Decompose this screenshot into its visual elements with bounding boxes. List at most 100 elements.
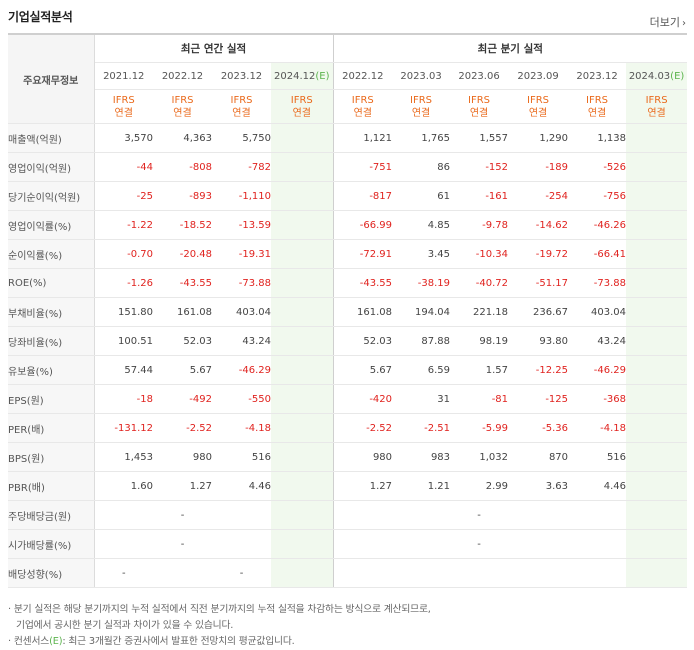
table-row: 부채비율(%) 151.80 161.08 403.04 161.08 194.04 221… [8,297,688,327]
footnote-2-post: : 최근 3개월간 증권사에서 발표한 전망치의 평균값입니다. [62,636,295,647]
value-cell: - [450,529,509,559]
value-cell [271,500,334,530]
value-cell [271,268,334,298]
value-cell [508,558,569,588]
footnote-1b: 기업에서 공시한 분기 실적과 차이가 있을 수 있습니다. [16,620,234,631]
value-cell [508,500,569,530]
metric-label: 영업이익률(%) [8,210,95,240]
period-label: 2023.06 [458,70,500,82]
value-cell: 5.67 [332,355,393,385]
value-cell: 100.51 [94,326,153,356]
value-cell: -492 [153,384,212,414]
ifrs-basis-header: IFRS 연결 [271,89,334,124]
period-label: 2022.12 [161,70,204,82]
consolidated-label: 연결 [232,107,251,119]
table-row: 유보율(%) 57.44 5.67 -46.29 5.67 6.59 1.57 -12.25-… [8,355,688,385]
value-cell: 1,765 [392,123,451,153]
value-cell [271,442,334,472]
table-row: 순이익률(%) -0.70 -20.48 -19.31 -72.91 3.45 -10.34… [8,239,688,269]
value-cell: 1,032 [450,442,509,472]
ifrs-label: IFRS [290,94,313,106]
metric-label: 주당배당금(원) [8,500,95,530]
value-cell: 516 [568,442,627,472]
value-cell [626,384,688,414]
value-cell: -0.70 [94,239,153,269]
metric-label: ROE(%) [8,268,95,298]
value-cell: - [94,558,153,588]
metric-label: PBR(배) [8,471,95,501]
value-cell: 980 [332,442,393,472]
value-cell [271,297,334,327]
value-cell: -131.12 [94,413,153,443]
value-cell: -46.26 [568,210,627,240]
value-cell: 93.80 [508,326,569,356]
value-cell: -1,110 [212,181,271,211]
value-cell: 98.19 [450,326,509,356]
value-cell: -893 [153,181,212,211]
quarter-group-header: 최근 분기 실적 [332,34,688,63]
ifrs-label: IFRS [645,94,668,106]
value-cell: -19.31 [212,239,271,269]
ifrs-row: IFRS 연결 IFRS 연결 IFRS 연결 IFRS 연결 IFRS 연결 IFRS 연결 IFRS… [8,89,688,124]
value-cell: 4.85 [392,210,451,240]
value-cell [568,558,627,588]
value-cell [271,152,334,182]
metric-label: 당기순이익(억원) [8,181,95,211]
value-cell [626,413,688,443]
value-cell: 403.04 [212,297,271,327]
value-cell: 221.18 [450,297,509,327]
consolidated-label: 연결 [647,107,666,119]
ifrs-label: IFRS [230,94,253,106]
value-cell [626,268,688,298]
ifrs-label: IFRS [586,94,609,106]
more-link-label[interactable]: 더보기 [649,16,680,29]
metric-label: BPS(원) [8,442,95,472]
value-cell [332,529,393,559]
metric-label: 배당성향(%) [8,558,95,588]
value-cell [271,326,334,356]
value-cell: -5.36 [508,413,569,443]
value-cell: -4.18 [212,413,271,443]
value-cell [508,529,569,559]
value-cell: -66.99 [332,210,393,240]
value-cell: 151.80 [94,297,153,327]
metric-label: 순이익률(%) [8,239,95,269]
value-cell: 61 [392,181,451,211]
value-cell: 4.46 [212,471,271,501]
value-cell: 43.24 [568,326,627,356]
value-cell: -4.18 [568,413,627,443]
ifrs-basis-header: IFRS 연결 [153,89,212,124]
period-label: 2023.03 [400,70,442,82]
value-cell: 236.67 [508,297,569,327]
value-cell: 52.03 [153,326,212,356]
value-cell [94,529,153,559]
table-row: 시가배당률(%) - - [8,529,688,559]
more-link[interactable]: 더보기 › [650,14,686,30]
table-row: 매출액(억원) 3,570 4,363 5,750 1,121 1,765 1,557 1,2… [8,123,688,153]
value-cell [153,558,212,588]
value-cell [568,529,627,559]
value-cell [450,558,509,588]
period-header: 2023.06 [450,62,509,90]
value-cell: - [212,558,271,588]
value-cell: 161.08 [332,297,393,327]
value-cell: 403.04 [568,297,627,327]
consolidated-label: 연결 [528,107,548,119]
period-label: 2023.09 [517,70,559,82]
value-cell: 1.27 [153,471,212,501]
metric-label: 유보율(%) [8,355,95,385]
value-cell [271,471,334,501]
period-header: 2024.12(E) [271,62,334,90]
table-row: 당좌비율(%) 100.51 52.03 43.24 52.03 87.88 98.19 93… [8,326,688,356]
value-cell: -40.72 [450,268,509,298]
value-cell [626,355,688,385]
value-cell [392,558,451,588]
value-cell: 43.24 [212,326,271,356]
value-cell [626,152,688,182]
value-cell [271,413,334,443]
period-label: 2022.12 [342,70,384,82]
consolidated-label: 연결 [114,107,133,119]
value-cell [392,529,451,559]
table-row: 주당배당금(원) - - [8,500,688,530]
